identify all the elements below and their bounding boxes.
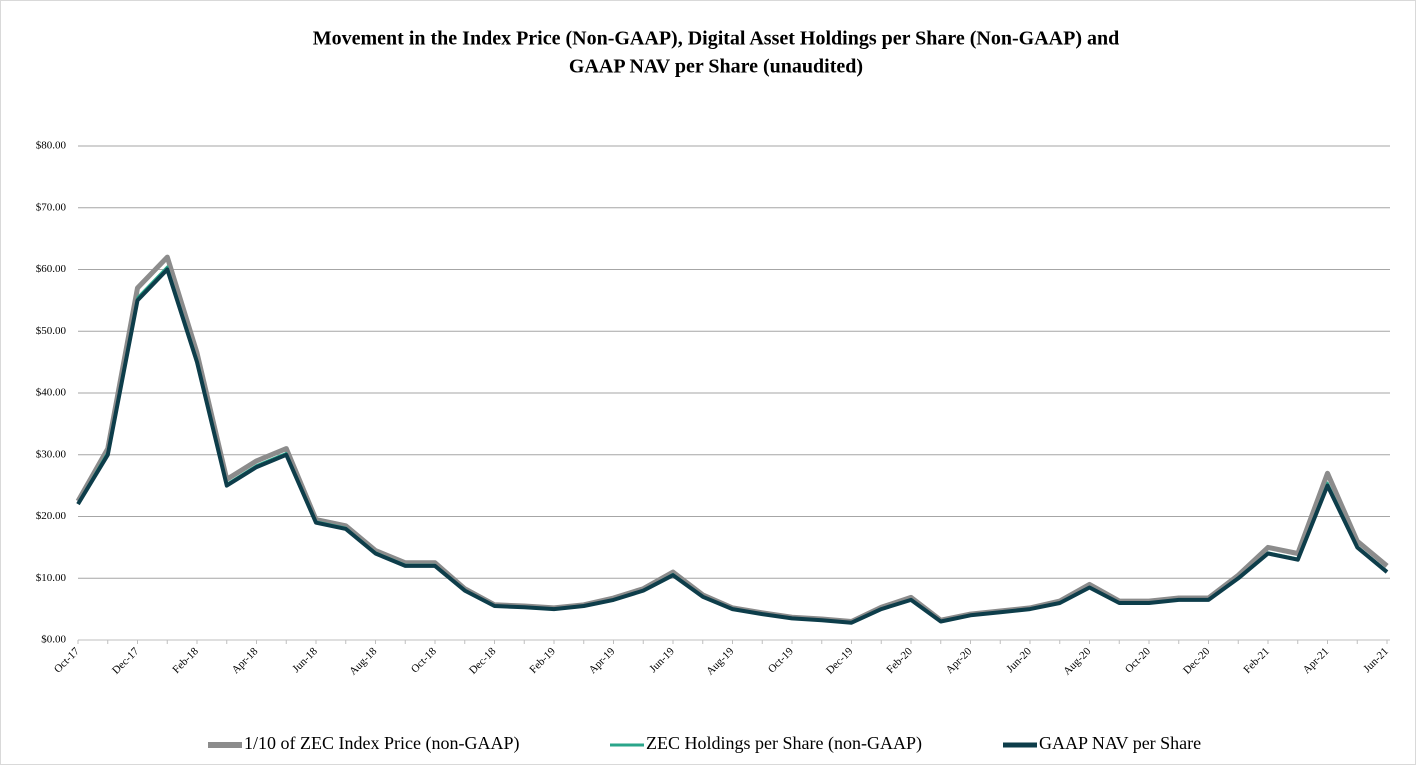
series-line: [76, 267, 1389, 625]
y-tick-label: $60.00: [36, 263, 67, 275]
y-tick-label: $50.00: [36, 325, 67, 337]
y-tick-label: $70.00: [36, 201, 67, 213]
chart-title: Movement in the Index Price (Non-GAAP), …: [313, 28, 1119, 50]
legend-label: GAAP NAV per Share: [1039, 733, 1201, 753]
y-tick-label: $0.00: [41, 634, 66, 646]
y-tick-label: $30.00: [36, 448, 67, 460]
legend-label: 1/10 of ZEC Index Price (non-GAAP): [244, 733, 519, 754]
y-tick-label: $80.00: [36, 140, 67, 152]
y-tick-label: $40.00: [36, 387, 67, 399]
chart-title: GAAP NAV per Share (unaudited): [569, 56, 863, 78]
legend-label: ZEC Holdings per Share (non-GAAP): [646, 733, 922, 754]
y-tick-label: $10.00: [36, 572, 67, 584]
y-tick-label: $20.00: [36, 510, 67, 522]
